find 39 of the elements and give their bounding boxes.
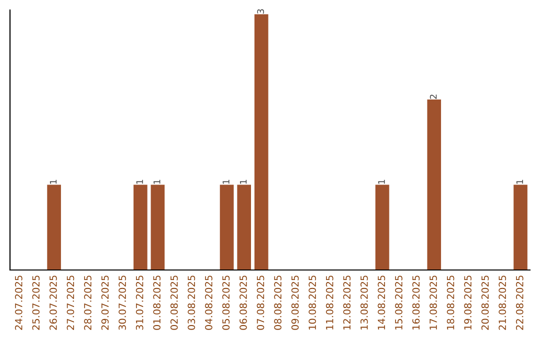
x-tick-label: 01.08.2025 <box>153 276 161 330</box>
x-tick-label: 15.08.2025 <box>395 276 402 330</box>
x-tick-label: 24.07.2025 <box>14 276 22 330</box>
x-tick-label: 04.08.2025 <box>205 276 212 330</box>
data-label: 1 <box>378 180 385 184</box>
x-tick-label: 14.08.2025 <box>378 276 386 330</box>
x-tick-label: 31.07.2025 <box>136 276 144 330</box>
x-tick-label: 22.08.2025 <box>516 276 524 330</box>
x-tick-label: 20.08.2025 <box>481 276 489 330</box>
x-tick-label: 13.08.2025 <box>360 276 368 330</box>
x-tick-label: 16.08.2025 <box>412 276 420 330</box>
x-tick-label: 17.08.2025 <box>430 276 437 330</box>
x-tick-label: 25.07.2025 <box>32 276 40 330</box>
x-tick-label: 03.08.2025 <box>188 276 196 330</box>
data-label: 3 <box>257 9 264 14</box>
x-tick-label: 09.08.2025 <box>291 276 299 330</box>
x-tick-label: 27.07.2025 <box>66 276 74 330</box>
x-tick-label: 08.08.2025 <box>274 276 282 330</box>
data-label: 1 <box>154 180 160 184</box>
x-tick-label: 30.07.2025 <box>118 276 126 330</box>
x-tick-label: 11.08.2025 <box>326 276 334 330</box>
x-tick-label: 05.08.2025 <box>222 276 230 330</box>
data-label: 1 <box>136 180 143 184</box>
x-tick-label: 07.08.2025 <box>256 276 264 330</box>
x-tick-label: 19.08.2025 <box>464 276 472 330</box>
x-tick-label: 06.08.2025 <box>240 276 247 330</box>
data-label: 1 <box>516 180 523 184</box>
x-tick-label: 18.08.2025 <box>446 276 454 330</box>
data-label: 2 <box>430 94 437 99</box>
x-tick-label: 10.08.2025 <box>308 276 316 330</box>
data-label: 1 <box>240 180 247 184</box>
x-tick-label: 29.07.2025 <box>101 276 109 330</box>
x-tick-label: 28.07.2025 <box>84 276 92 330</box>
x-tick-label: 12.08.2025 <box>343 276 351 330</box>
data-label: 1 <box>222 180 230 184</box>
x-tick-label: 02.08.2025 <box>170 276 178 330</box>
x-tick-label: 21.08.2025 <box>498 276 506 330</box>
data-label: 1 <box>50 180 57 184</box>
x-tick-label: 26.07.2025 <box>50 276 57 330</box>
